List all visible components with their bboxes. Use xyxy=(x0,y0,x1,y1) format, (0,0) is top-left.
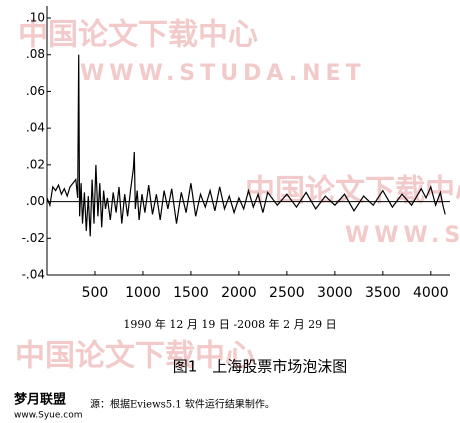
watermark: WWW.STUDA xyxy=(345,223,460,248)
x-tick-label: 500 xyxy=(82,285,109,301)
x-tick-label: 2500 xyxy=(269,285,305,301)
series-line xyxy=(46,54,446,237)
watermark: 中国论文下载中心 xyxy=(15,339,255,374)
watermark: 中国论文下载中心 xyxy=(18,18,258,53)
x-axis-label: 1990 年 12 月 19 日 -2008 年 2 月 29 日 xyxy=(123,317,336,331)
watermark: WWW.STUDA.NET xyxy=(80,61,366,86)
x-tick-label: 1500 xyxy=(173,285,209,301)
y-tick-label: .02 xyxy=(26,157,45,171)
chart-title: 图1 上海股票市场泡沫图 xyxy=(173,358,348,376)
y-tick-label: -.04 xyxy=(22,268,45,282)
y-tick-label: .04 xyxy=(26,121,45,135)
logo-url: www.Syue.com xyxy=(14,411,82,421)
x-tick-label: 3500 xyxy=(365,285,401,301)
x-tick-label: 1000 xyxy=(125,285,161,301)
y-tick-label: .06 xyxy=(26,84,45,98)
y-tick-label: -.02 xyxy=(22,231,45,245)
watermark: 中国论文下载中心 xyxy=(245,174,460,209)
y-tick-label: .08 xyxy=(26,47,45,61)
y-tick-label: .00 xyxy=(26,194,45,208)
logo-name: 梦月联盟 xyxy=(14,392,66,408)
x-tick-label: 3000 xyxy=(317,285,353,301)
x-tick-label: 2000 xyxy=(221,285,257,301)
x-tick-label: 4000 xyxy=(413,285,449,301)
y-tick-label: .10 xyxy=(26,11,45,25)
source-note: 源：根据Eviews5.1 软件运行结果制作。 xyxy=(90,398,275,411)
